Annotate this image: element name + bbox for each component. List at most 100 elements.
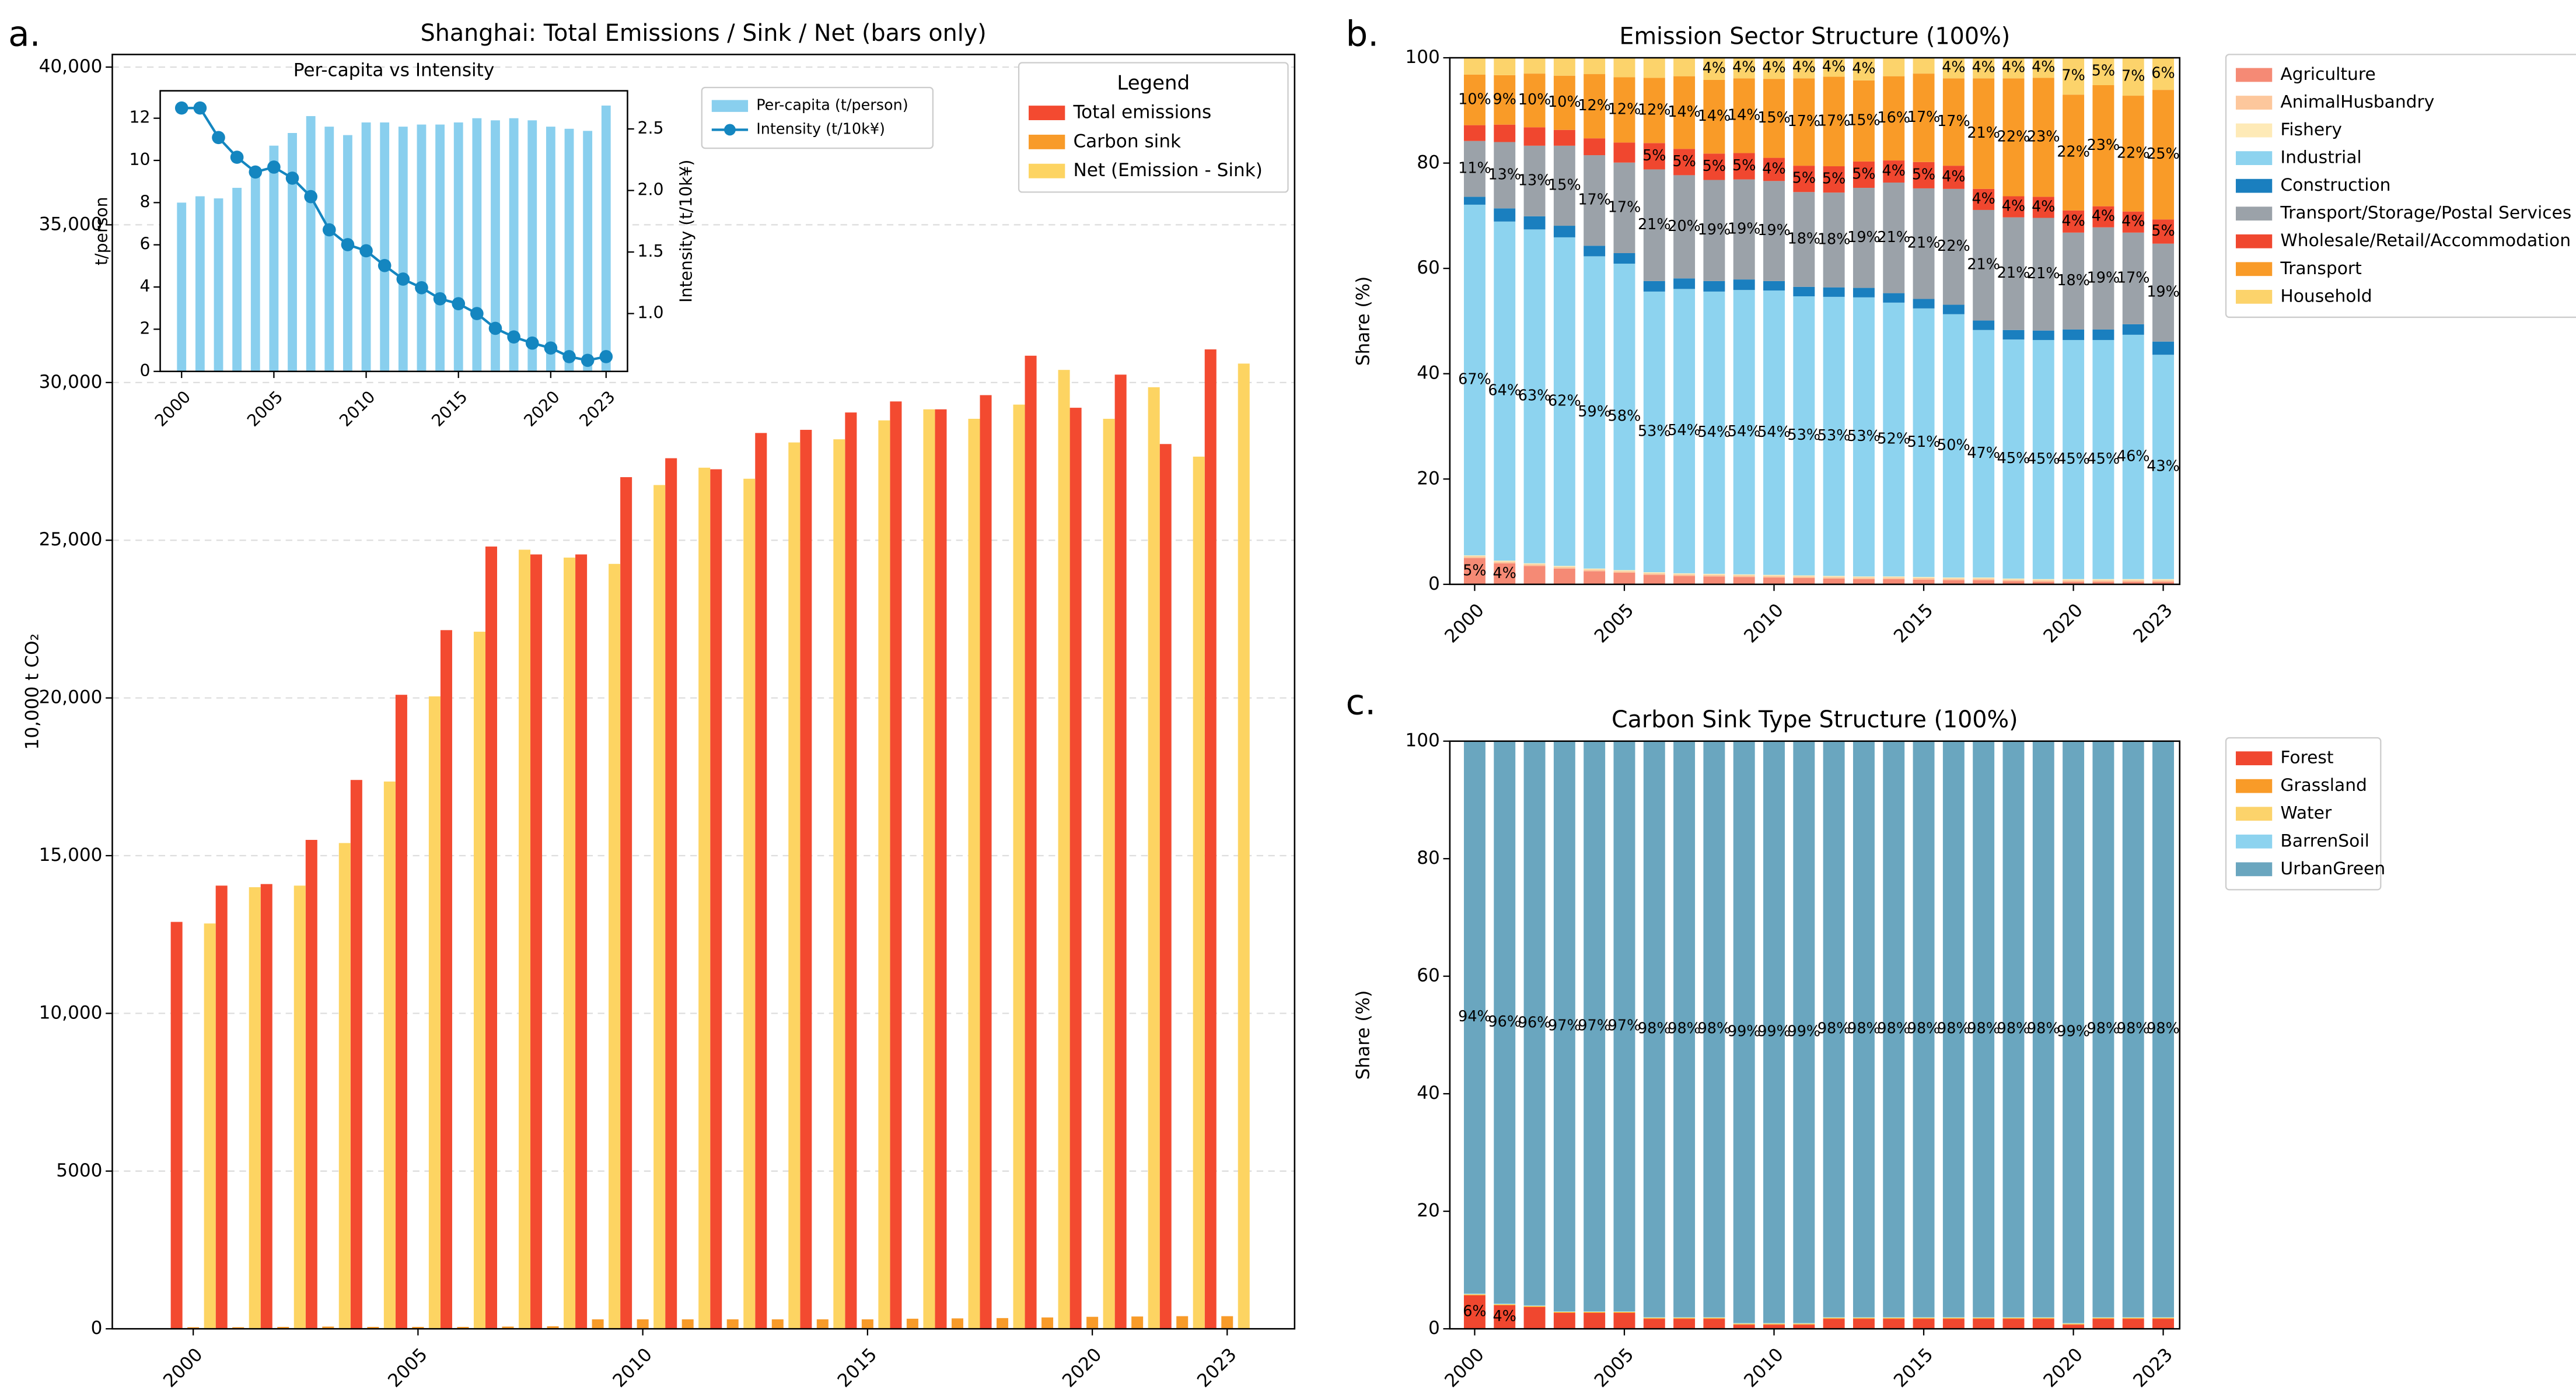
bar-segment <box>1463 197 1486 205</box>
bar <box>935 409 947 1329</box>
value-label: 96% <box>1488 1013 1521 1031</box>
y2-tick-label: 2.5 <box>637 118 663 138</box>
bar-segment <box>1763 79 1785 158</box>
bar-segment <box>1523 1305 1546 1306</box>
legend-swatch <box>2235 262 2273 276</box>
bar-segment <box>1763 577 1785 584</box>
bar-segment <box>1973 1317 1995 1318</box>
y-tick-label: 60 <box>1417 257 1440 278</box>
bar <box>620 477 632 1329</box>
bar-segment <box>1703 180 1725 281</box>
bar-segment <box>1883 577 1905 579</box>
bar-segment <box>1733 290 1755 575</box>
bar-segment <box>2002 58 2025 79</box>
value-label: 47% <box>1967 444 2000 462</box>
bar-segment <box>1523 564 1546 566</box>
y-tick-label: 100 <box>1405 730 1439 751</box>
y-tick-label: 100 <box>1405 47 1439 68</box>
value-label: 19% <box>1698 221 1731 239</box>
bar-segment <box>2063 582 2085 584</box>
y-axis-label: t/person <box>92 197 111 265</box>
bar-segment <box>1643 281 1665 292</box>
value-label: 98% <box>1997 1020 2030 1037</box>
bar-segment <box>1973 209 1995 321</box>
value-label: 12% <box>1638 101 1671 118</box>
bar-segment <box>1793 1325 1815 1329</box>
line-marker <box>525 336 539 350</box>
value-label: 23% <box>2027 128 2060 145</box>
y-tick-label: 5000 <box>56 1160 102 1181</box>
bar <box>453 122 463 372</box>
bar-segment <box>1883 741 1905 1318</box>
value-label: 13% <box>1518 171 1551 189</box>
bar-segment <box>2152 579 2174 580</box>
bar <box>412 1326 424 1329</box>
bar-segment <box>1553 145 1575 226</box>
value-label: 4% <box>1493 1308 1516 1325</box>
bar-segment <box>1973 578 1995 580</box>
bar-segment <box>2152 341 2174 355</box>
bar-segment <box>2092 741 2114 1318</box>
bar-segment <box>2092 58 2114 85</box>
bar-segment <box>1913 1317 1935 1318</box>
value-label: 6% <box>2151 65 2175 82</box>
inset-background <box>160 90 628 372</box>
x-tick-label: 2000 <box>151 387 194 430</box>
bar-segment <box>1643 78 1665 143</box>
x-tick-label: 2005 <box>384 1344 431 1391</box>
y-tick-label: 12 <box>130 108 151 127</box>
bar-segment <box>1763 1325 1785 1329</box>
y2-axis-label: Intensity (t/10k¥) <box>676 160 695 303</box>
line-marker <box>488 321 502 335</box>
bar-segment <box>2122 579 2144 580</box>
bar-segment <box>1733 58 1755 79</box>
bar-segment <box>2002 579 2025 582</box>
bar-segment <box>1853 576 1875 578</box>
bar <box>710 469 722 1329</box>
bar-segment <box>2002 741 2025 1318</box>
bar-segment <box>1763 576 1785 578</box>
bar-segment <box>1793 78 1815 166</box>
bar <box>1204 349 1217 1329</box>
y-tick-label: 80 <box>1417 152 1440 173</box>
value-label: 4% <box>1942 59 1965 76</box>
value-label: 4% <box>1942 168 1965 185</box>
bar-segment <box>1523 741 1546 1305</box>
value-label: 12% <box>1608 100 1641 118</box>
value-label: 21% <box>1877 229 1910 246</box>
bar-segment <box>1553 58 1575 76</box>
bar-segment <box>1913 308 1935 577</box>
value-label: 98% <box>2117 1020 2150 1037</box>
bar-segment <box>2122 211 2144 233</box>
bar-segment <box>1494 142 1516 209</box>
panel-label: b. <box>1346 14 1379 54</box>
bar-segment <box>1523 1305 1546 1307</box>
bar-segment <box>2122 582 2144 584</box>
legend-swatch <box>2235 807 2273 821</box>
line-marker <box>507 330 520 344</box>
legend-label: Total emissions <box>1072 102 1211 123</box>
bar-segment <box>1763 290 1785 575</box>
bar-segment <box>1733 574 1755 576</box>
panel-label: a. <box>8 14 40 54</box>
x-tick-label: 2020 <box>2039 600 2086 647</box>
bar-segment <box>1883 160 1905 183</box>
bar <box>485 547 498 1329</box>
value-label: 10% <box>1548 93 1581 111</box>
bar-segment <box>2092 582 2114 584</box>
bar-segment <box>1584 1311 1606 1312</box>
x-tick-label: 2005 <box>243 387 286 430</box>
line-marker <box>581 353 595 367</box>
bar-segment <box>2032 1319 2054 1329</box>
bar-segment <box>1853 577 1875 579</box>
y-axis-label: 10,000 t CO₂ <box>22 633 43 750</box>
bar-segment <box>1853 288 1875 297</box>
x-tick-label: 2010 <box>1740 600 1787 647</box>
bar-segment <box>1853 579 1875 584</box>
bar-segment <box>1913 577 1935 579</box>
bar <box>743 478 756 1329</box>
panel-label: c. <box>1346 683 1376 723</box>
value-label: 99% <box>2057 1022 2090 1040</box>
value-label: 5% <box>1703 157 1726 175</box>
bar-segment <box>1703 576 1725 584</box>
